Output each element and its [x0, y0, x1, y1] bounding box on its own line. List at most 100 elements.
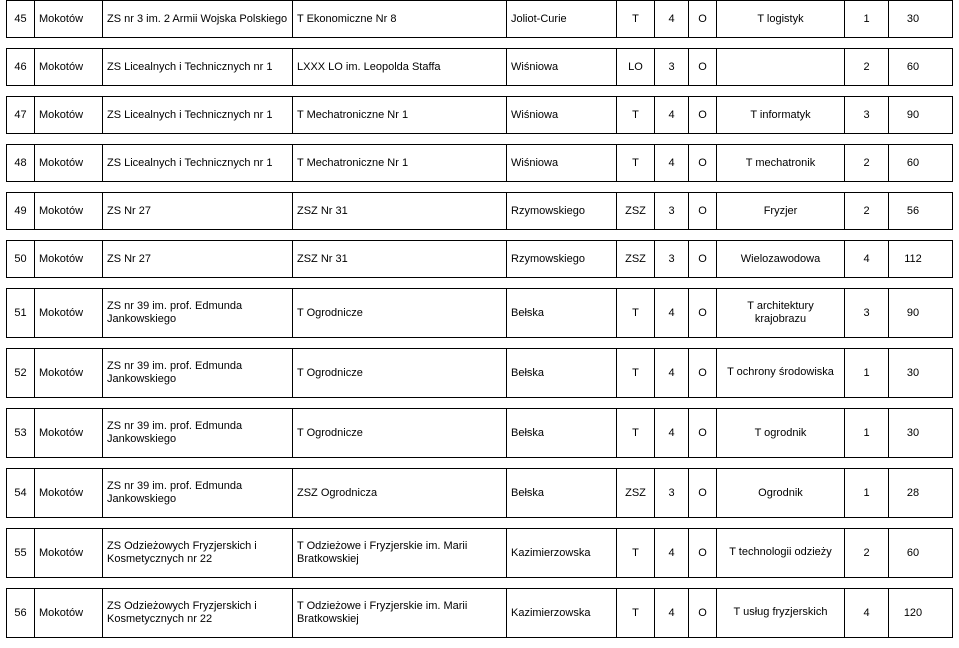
- cell-count2: 30: [889, 409, 937, 457]
- cell-num: 51: [7, 289, 35, 337]
- table-row: 55MokotówZS Odzieżowych Fryzjerskich i K…: [6, 528, 953, 578]
- cell-profession: T mechatronik: [717, 145, 845, 181]
- cell-num: 47: [7, 97, 35, 133]
- cell-count2: 60: [889, 49, 937, 85]
- cell-type: T Mechatroniczne Nr 1: [293, 145, 507, 181]
- cell-profession: T informatyk: [717, 97, 845, 133]
- cell-school: ZS Nr 27: [103, 193, 293, 229]
- cell-count2: 90: [889, 289, 937, 337]
- cell-year: 3: [655, 193, 689, 229]
- cell-profession: T logistyk: [717, 1, 845, 37]
- cell-district: Mokotów: [35, 469, 103, 517]
- table-row: 56MokotówZS Odzieżowych Fryzjerskich i K…: [6, 588, 953, 638]
- cell-year: 4: [655, 529, 689, 577]
- table-row: 45MokotówZS nr 3 im. 2 Armii Wojska Pols…: [6, 0, 953, 38]
- cell-num: 55: [7, 529, 35, 577]
- cell-num: 50: [7, 241, 35, 277]
- cell-profession: T ogrodnik: [717, 409, 845, 457]
- cell-profession: T usług fryzjerskich: [717, 589, 845, 637]
- cell-letter: T: [617, 289, 655, 337]
- table-row: 47MokotówZS Licealnych i Technicznych nr…: [6, 96, 953, 134]
- cell-street: Joliot-Curie: [507, 1, 617, 37]
- cell-profession: Ogrodnik: [717, 469, 845, 517]
- cell-year: 3: [655, 241, 689, 277]
- cell-num: 45: [7, 1, 35, 37]
- cell-type: T Odzieżowe i Fryzjerskie im. Marii Brat…: [293, 589, 507, 637]
- cell-count2: 30: [889, 349, 937, 397]
- cell-street: Bełska: [507, 289, 617, 337]
- cell-year: 4: [655, 589, 689, 637]
- cell-profession: T ochrony środowiska: [717, 349, 845, 397]
- cell-profession: Wielozawodowa: [717, 241, 845, 277]
- cell-year: 4: [655, 289, 689, 337]
- cell-letter: ZSZ: [617, 193, 655, 229]
- table-row: 48MokotówZS Licealnych i Technicznych nr…: [6, 144, 953, 182]
- cell-num: 49: [7, 193, 35, 229]
- cell-count2: 112: [889, 241, 937, 277]
- cell-letter: T: [617, 1, 655, 37]
- cell-profession: T architektury krajobrazu: [717, 289, 845, 337]
- cell-street: Wiśniowa: [507, 97, 617, 133]
- cell-street: Rzymowskiego: [507, 193, 617, 229]
- cell-count1: 3: [845, 97, 889, 133]
- cell-letter: T: [617, 97, 655, 133]
- cell-year: 3: [655, 469, 689, 517]
- cell-street: Wiśniowa: [507, 145, 617, 181]
- cell-letter: ZSZ: [617, 469, 655, 517]
- cell-district: Mokotów: [35, 49, 103, 85]
- cell-count2: 56: [889, 193, 937, 229]
- cell-street: Rzymowskiego: [507, 241, 617, 277]
- cell-count1: 2: [845, 49, 889, 85]
- cell-type: T Mechatroniczne Nr 1: [293, 97, 507, 133]
- table-row: 52MokotówZS nr 39 im. prof. Edmunda Jank…: [6, 348, 953, 398]
- cell-count2: 120: [889, 589, 937, 637]
- cell-flag: O: [689, 1, 717, 37]
- cell-num: 54: [7, 469, 35, 517]
- cell-count1: 1: [845, 469, 889, 517]
- cell-num: 48: [7, 145, 35, 181]
- cell-street: Wiśniowa: [507, 49, 617, 85]
- cell-district: Mokotów: [35, 589, 103, 637]
- cell-district: Mokotów: [35, 529, 103, 577]
- cell-letter: LO: [617, 49, 655, 85]
- cell-street: Bełska: [507, 469, 617, 517]
- cell-profession: [717, 49, 845, 85]
- cell-street: Kazimierzowska: [507, 589, 617, 637]
- cell-num: 52: [7, 349, 35, 397]
- cell-flag: O: [689, 349, 717, 397]
- table-row: 50MokotówZS Nr 27ZSZ Nr 31RzymowskiegoZS…: [6, 240, 953, 278]
- cell-street: Bełska: [507, 349, 617, 397]
- cell-school: ZS nr 39 im. prof. Edmunda Jankowskiego: [103, 289, 293, 337]
- table-row: 49MokotówZS Nr 27ZSZ Nr 31RzymowskiegoZS…: [6, 192, 953, 230]
- cell-school: ZS nr 39 im. prof. Edmunda Jankowskiego: [103, 469, 293, 517]
- cell-flag: O: [689, 97, 717, 133]
- cell-count1: 3: [845, 289, 889, 337]
- cell-count1: 4: [845, 241, 889, 277]
- cell-profession: T technologii odzieży: [717, 529, 845, 577]
- cell-count2: 30: [889, 1, 937, 37]
- cell-count1: 1: [845, 409, 889, 457]
- cell-flag: O: [689, 193, 717, 229]
- cell-count2: 28: [889, 469, 937, 517]
- cell-school: ZS Licealnych i Technicznych nr 1: [103, 49, 293, 85]
- cell-type: T Ekonomiczne Nr 8: [293, 1, 507, 37]
- cell-count1: 1: [845, 349, 889, 397]
- cell-count1: 4: [845, 589, 889, 637]
- cell-type: ZSZ Nr 31: [293, 193, 507, 229]
- cell-count2: 90: [889, 97, 937, 133]
- cell-type: ZSZ Nr 31: [293, 241, 507, 277]
- cell-school: ZS Odzieżowych Fryzjerskich i Kosmetyczn…: [103, 529, 293, 577]
- cell-school: ZS Odzieżowych Fryzjerskich i Kosmetyczn…: [103, 589, 293, 637]
- table-row: 46MokotówZS Licealnych i Technicznych nr…: [6, 48, 953, 86]
- cell-street: Bełska: [507, 409, 617, 457]
- cell-flag: O: [689, 589, 717, 637]
- cell-school: ZS nr 39 im. prof. Edmunda Jankowskiego: [103, 409, 293, 457]
- cell-school: ZS nr 3 im. 2 Armii Wojska Polskiego: [103, 1, 293, 37]
- cell-count2: 60: [889, 145, 937, 181]
- table: 45MokotówZS nr 3 im. 2 Armii Wojska Pols…: [0, 0, 959, 638]
- cell-flag: O: [689, 49, 717, 85]
- cell-district: Mokotów: [35, 409, 103, 457]
- cell-district: Mokotów: [35, 97, 103, 133]
- cell-district: Mokotów: [35, 289, 103, 337]
- cell-street: Kazimierzowska: [507, 529, 617, 577]
